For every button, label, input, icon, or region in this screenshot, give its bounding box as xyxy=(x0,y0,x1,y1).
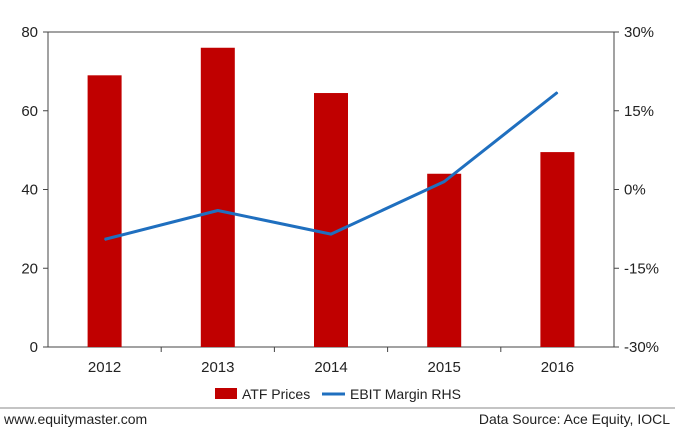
footer-source: Data Source: Ace Equity, IOCL xyxy=(479,411,670,427)
x-axis: 2012 2013 2014 2015 2016 xyxy=(88,347,574,376)
right-tick-label: 15% xyxy=(624,103,654,120)
right-tick-label: -30% xyxy=(624,339,659,356)
line-point-2012 xyxy=(104,238,106,240)
line-point-2013 xyxy=(217,210,219,211)
x-tick-label: 2012 xyxy=(88,359,121,376)
line-point-2014 xyxy=(330,233,332,235)
right-axis: -30% -15% 0% 15% 30% xyxy=(614,24,659,356)
bar-2013 xyxy=(200,47,235,347)
footer-site: www.equitymaster.com xyxy=(3,411,147,427)
bar-2015 xyxy=(427,173,462,347)
bar-2014 xyxy=(314,93,348,347)
right-tick-label: 0% xyxy=(624,182,646,199)
legend-label-line: EBIT Margin RHS xyxy=(350,386,461,402)
bar-2012 xyxy=(87,75,122,347)
legend: ATF Prices EBIT Margin RHS xyxy=(215,386,461,402)
legend-label-bar: ATF Prices xyxy=(242,386,310,402)
left-tick-label: 80 xyxy=(21,24,38,41)
line-series xyxy=(104,91,559,241)
right-tick-label: 30% xyxy=(624,24,654,41)
x-tick-label: 2013 xyxy=(201,359,234,376)
left-tick-label: 60 xyxy=(21,103,38,120)
line-point-2015 xyxy=(443,181,445,183)
right-tick-label: -15% xyxy=(624,260,659,277)
left-tick-label: 20 xyxy=(21,260,38,277)
line-point-2016 xyxy=(556,91,558,93)
x-tick-label: 2014 xyxy=(314,359,347,376)
x-tick-label: 2016 xyxy=(541,359,574,376)
bar-series xyxy=(87,47,575,347)
left-tick-label: 0 xyxy=(30,339,38,356)
legend-swatch-bar xyxy=(215,388,237,399)
left-axis: 0 20 40 60 80 xyxy=(21,24,48,356)
x-tick-label: 2015 xyxy=(428,359,461,376)
bar-2016 xyxy=(540,152,575,347)
left-tick-label: 40 xyxy=(21,182,38,199)
